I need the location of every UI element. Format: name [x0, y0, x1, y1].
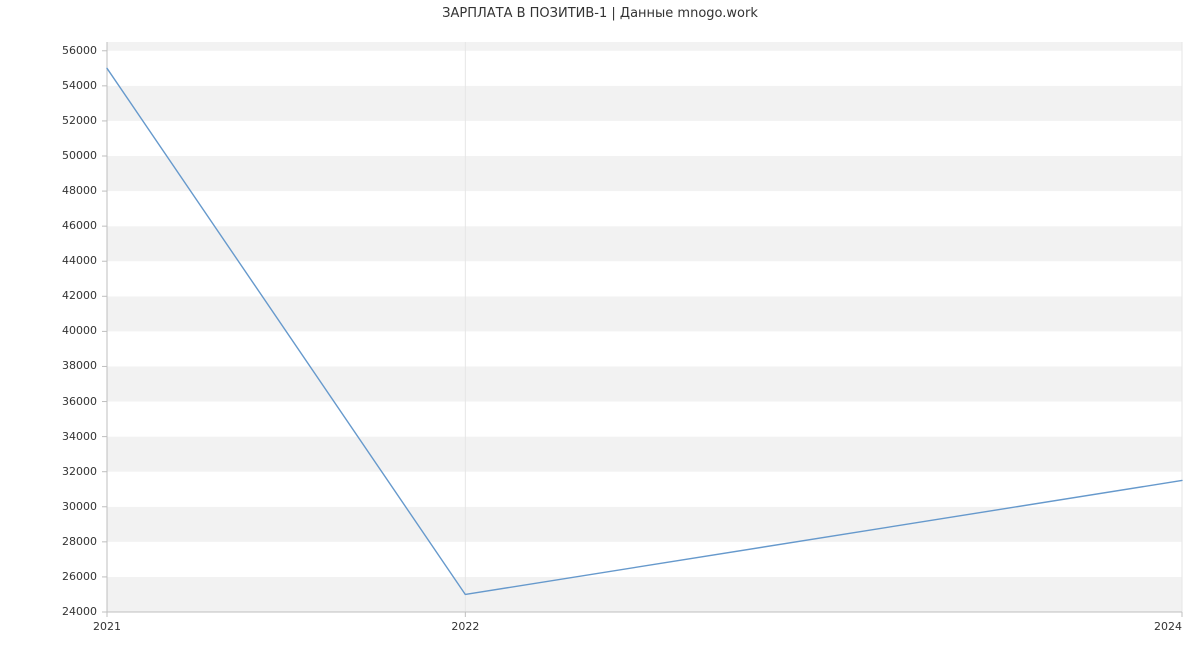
y-tick-label: 42000: [62, 289, 97, 302]
y-tick-label: 46000: [62, 219, 97, 232]
y-tick-label: 54000: [62, 79, 97, 92]
chart-container: ЗАРПЛАТА В ПОЗИТИВ-1 | Данные mnogo.work…: [0, 0, 1200, 650]
x-tick-label: 2022: [451, 620, 479, 633]
y-tick-label: 56000: [62, 44, 97, 57]
y-tick-label: 36000: [62, 395, 97, 408]
y-tick-label: 28000: [62, 535, 97, 548]
y-tick-label: 34000: [62, 430, 97, 443]
y-tick-label: 30000: [62, 500, 97, 513]
y-tick-label: 24000: [62, 605, 97, 618]
chart-title: ЗАРПЛАТА В ПОЗИТИВ-1 | Данные mnogo.work: [0, 6, 1200, 21]
y-tick-label: 50000: [62, 149, 97, 162]
y-tick-label: 40000: [62, 324, 97, 337]
chart-plot: [107, 42, 1182, 612]
x-tick-label: 2024: [1154, 620, 1182, 633]
x-tick-label: 2021: [93, 620, 121, 633]
y-tick-label: 38000: [62, 359, 97, 372]
y-tick-label: 48000: [62, 184, 97, 197]
y-tick-label: 32000: [62, 465, 97, 478]
y-tick-label: 52000: [62, 114, 97, 127]
y-tick-label: 26000: [62, 570, 97, 583]
y-tick-label: 44000: [62, 254, 97, 267]
